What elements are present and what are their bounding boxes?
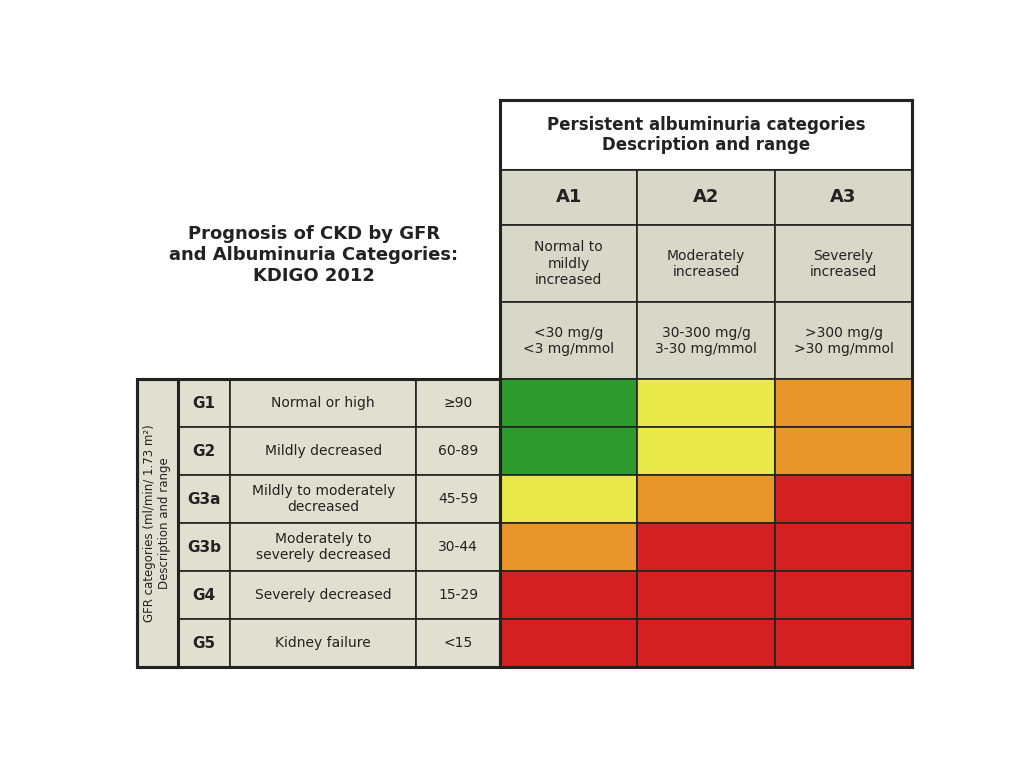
Bar <box>775 523 912 572</box>
Bar <box>637 169 775 225</box>
Bar <box>230 523 417 572</box>
Text: Normal or high: Normal or high <box>271 396 375 410</box>
Text: Kidney failure: Kidney failure <box>275 636 371 650</box>
Bar <box>637 225 775 302</box>
Text: GFR categories (ml/min/ 1.73 m²)
Description and range: GFR categories (ml/min/ 1.73 m²) Descrip… <box>143 424 171 622</box>
Bar <box>637 523 775 572</box>
Bar <box>230 427 417 475</box>
Bar <box>500 225 637 302</box>
Bar <box>230 379 417 427</box>
Text: G2: G2 <box>193 444 216 459</box>
Bar <box>177 379 230 427</box>
Text: Mildly decreased: Mildly decreased <box>264 444 382 458</box>
Bar <box>137 379 177 667</box>
Bar <box>637 475 775 523</box>
Text: Mildly to moderately
decreased: Mildly to moderately decreased <box>252 484 395 515</box>
Bar <box>775 169 912 225</box>
Bar <box>637 619 775 667</box>
Bar <box>637 379 775 427</box>
Bar <box>417 619 500 667</box>
Bar <box>417 572 500 619</box>
Bar <box>417 379 500 427</box>
Text: <15: <15 <box>443 636 473 650</box>
Text: G3b: G3b <box>187 540 221 555</box>
Bar <box>230 619 417 667</box>
Bar <box>500 100 912 169</box>
Bar <box>500 619 637 667</box>
Bar <box>775 619 912 667</box>
Text: Moderately to
severely decreased: Moderately to severely decreased <box>256 532 391 562</box>
Text: A3: A3 <box>830 188 857 207</box>
Text: >300 mg/g
>30 mg/mmol: >300 mg/g >30 mg/mmol <box>794 325 894 356</box>
Bar <box>500 302 637 379</box>
Text: 60-89: 60-89 <box>438 444 478 458</box>
Bar <box>500 100 912 667</box>
Bar <box>500 379 637 427</box>
Bar <box>177 523 230 572</box>
Bar <box>417 475 500 523</box>
Text: A1: A1 <box>556 188 582 207</box>
Text: G3a: G3a <box>187 492 221 507</box>
Bar <box>775 475 912 523</box>
Text: Prognosis of CKD by GFR
and Albuminuria Categories:
KDIGO 2012: Prognosis of CKD by GFR and Albuminuria … <box>169 226 459 285</box>
Text: Persistent albuminuria categories
Description and range: Persistent albuminuria categories Descri… <box>547 116 865 154</box>
Text: G4: G4 <box>193 587 215 603</box>
Bar <box>775 302 912 379</box>
Text: Severely
increased: Severely increased <box>810 249 878 279</box>
Bar <box>177 619 230 667</box>
Bar <box>177 475 230 523</box>
Bar <box>417 427 500 475</box>
Text: Normal to
mildly
increased: Normal to mildly increased <box>535 240 603 287</box>
Bar <box>637 427 775 475</box>
Text: 30-44: 30-44 <box>438 540 478 554</box>
Bar <box>177 572 230 619</box>
Text: G1: G1 <box>193 396 215 410</box>
Bar <box>500 475 637 523</box>
Text: <30 mg/g
<3 mg/mmol: <30 mg/g <3 mg/mmol <box>523 325 614 356</box>
Text: 45-59: 45-59 <box>438 492 478 506</box>
Bar <box>230 572 417 619</box>
Text: 30-300 mg/g
3-30 mg/mmol: 30-300 mg/g 3-30 mg/mmol <box>655 325 757 356</box>
Text: Moderately
increased: Moderately increased <box>667 249 745 279</box>
Bar <box>500 427 637 475</box>
Bar <box>137 379 500 667</box>
Bar <box>775 379 912 427</box>
Text: G5: G5 <box>193 635 215 651</box>
Bar <box>637 302 775 379</box>
Bar <box>775 225 912 302</box>
Bar <box>500 572 637 619</box>
Bar <box>775 427 912 475</box>
Bar <box>637 572 775 619</box>
Text: A2: A2 <box>693 188 719 207</box>
Bar <box>500 523 637 572</box>
Text: ≥90: ≥90 <box>443 396 473 410</box>
Bar <box>775 572 912 619</box>
Text: Severely decreased: Severely decreased <box>255 588 391 602</box>
Bar <box>177 427 230 475</box>
Bar <box>500 169 637 225</box>
Bar <box>230 475 417 523</box>
Bar <box>417 523 500 572</box>
Text: 15-29: 15-29 <box>438 588 478 602</box>
